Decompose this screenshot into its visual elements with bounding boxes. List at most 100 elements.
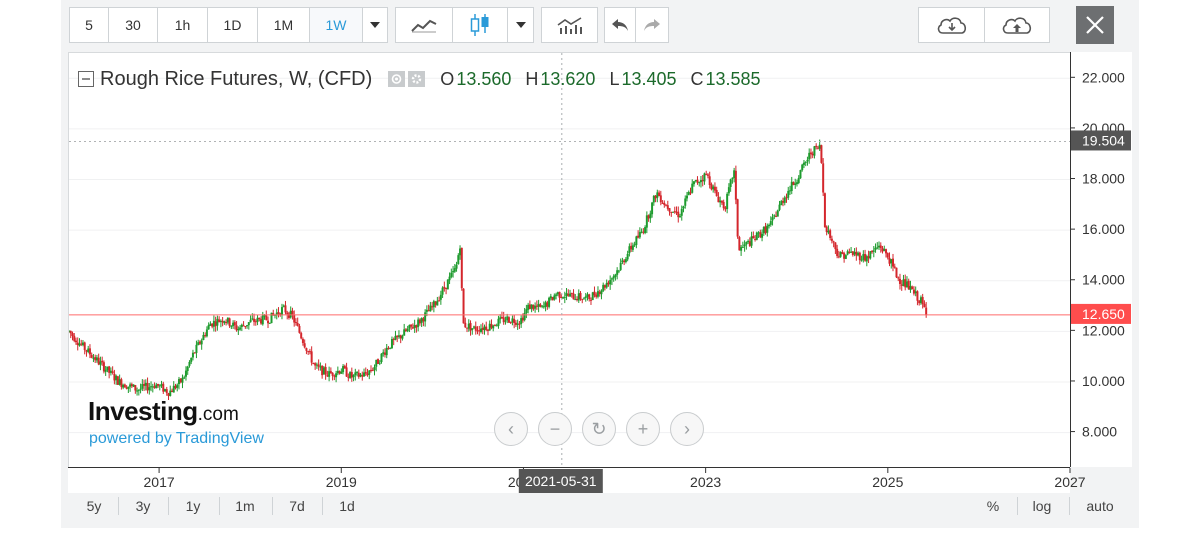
range-3y-button[interactable]: 3y xyxy=(127,494,159,518)
candle xyxy=(740,244,743,256)
time-tick-label: 2023 xyxy=(690,474,721,490)
range-7d-button[interactable]: 7d xyxy=(281,494,313,518)
range-1y-button[interactable]: 1y xyxy=(177,494,209,518)
candle xyxy=(387,346,390,350)
zoom-out-button[interactable]: − xyxy=(538,412,572,446)
interval-1m-button[interactable]: 1M xyxy=(257,7,310,43)
candle xyxy=(911,285,914,290)
collapse-legend-icon[interactable] xyxy=(78,71,94,87)
zoom-in-button[interactable]: + xyxy=(626,412,660,446)
candle xyxy=(640,228,643,234)
candlestick-button[interactable] xyxy=(452,7,508,43)
candle xyxy=(860,255,863,262)
candle xyxy=(736,198,739,239)
candle xyxy=(890,258,893,269)
range-divider xyxy=(219,497,220,515)
candle xyxy=(839,251,842,258)
range-divider xyxy=(272,497,273,515)
candle xyxy=(464,317,467,329)
candle xyxy=(122,383,125,390)
candle xyxy=(808,148,811,164)
logo-brand: Investing xyxy=(88,396,198,426)
candle xyxy=(235,321,238,332)
candle xyxy=(762,226,765,236)
line-chart-button[interactable] xyxy=(395,7,453,43)
interval-5-button[interactable]: 5 xyxy=(69,7,109,43)
chart-type-dropdown-button[interactable] xyxy=(507,7,534,43)
chart-plot-area[interactable] xyxy=(68,52,1070,467)
candle xyxy=(150,381,153,392)
price-axis[interactable]: 22.000 20.000 18.000 16.000 14.000 12.000 10.0… xyxy=(1070,52,1132,467)
candle xyxy=(356,371,359,377)
candle xyxy=(900,280,903,291)
candle xyxy=(703,172,706,185)
cloud-download-button[interactable] xyxy=(918,7,985,43)
candle xyxy=(338,370,341,375)
candle xyxy=(151,383,154,393)
candle xyxy=(322,365,325,375)
candle xyxy=(139,383,142,394)
candle xyxy=(514,320,517,327)
candle xyxy=(165,386,168,396)
candle xyxy=(289,306,292,319)
undo-button[interactable] xyxy=(604,7,636,43)
candle xyxy=(773,214,776,220)
candle xyxy=(698,181,701,187)
candle xyxy=(383,348,386,358)
candle xyxy=(439,290,442,305)
candle xyxy=(492,324,495,332)
visibility-settings-icon[interactable] xyxy=(388,70,426,88)
candle xyxy=(441,286,444,298)
dropdown-caret-icon xyxy=(370,22,380,28)
candle xyxy=(883,245,886,252)
redo-button[interactable] xyxy=(635,7,669,43)
candle xyxy=(401,334,404,341)
candle xyxy=(680,205,683,221)
close-button[interactable] xyxy=(1076,6,1114,44)
range-1m-button[interactable]: 1m xyxy=(228,494,262,518)
percent-scale-button[interactable]: % xyxy=(978,494,1008,518)
svg-text:12.650: 12.650 xyxy=(1082,306,1125,322)
candle xyxy=(527,302,530,314)
candle xyxy=(912,286,915,296)
candle xyxy=(125,385,128,390)
candle xyxy=(745,241,748,250)
candle xyxy=(851,251,854,257)
candle xyxy=(525,304,528,319)
interval-dropdown-button[interactable] xyxy=(362,7,388,43)
candle xyxy=(392,337,395,346)
log-scale-button[interactable]: log xyxy=(1026,494,1058,518)
candle xyxy=(69,330,70,333)
candle xyxy=(696,176,699,185)
candle xyxy=(450,268,453,279)
interval-1h-button[interactable]: 1h xyxy=(157,7,208,43)
candle xyxy=(296,317,299,327)
time-axis[interactable]: 2017201920212023202520272021-05-31 xyxy=(68,467,1086,493)
range-5y-button[interactable]: 5y xyxy=(78,494,110,518)
candle xyxy=(237,326,240,335)
candle xyxy=(230,325,233,330)
time-tick-label: 2027 xyxy=(1054,474,1085,490)
candle xyxy=(443,281,446,292)
candle xyxy=(361,371,364,381)
candle xyxy=(904,274,907,291)
interval-1d-button[interactable]: 1D xyxy=(207,7,258,43)
reset-chart-button[interactable]: ↻ xyxy=(582,412,616,446)
cloud-upload-icon xyxy=(1002,17,1032,34)
interval-1w-button[interactable]: 1W xyxy=(309,7,363,43)
candle xyxy=(783,195,786,206)
candle xyxy=(431,302,434,311)
auto-scale-button[interactable]: auto xyxy=(1078,494,1122,518)
range-1d-button[interactable]: 1d xyxy=(331,494,363,518)
candle xyxy=(612,274,615,282)
candle xyxy=(775,211,778,218)
scroll-left-button[interactable]: ‹ xyxy=(494,412,528,446)
undo-icon xyxy=(612,19,628,31)
scroll-right-button[interactable]: › xyxy=(670,412,704,446)
candle xyxy=(647,214,650,222)
indicators-button[interactable] xyxy=(541,7,598,43)
interval-30-button[interactable]: 30 xyxy=(108,7,158,43)
range-divider xyxy=(168,497,169,515)
candle xyxy=(256,314,259,326)
cloud-upload-button[interactable] xyxy=(984,7,1050,43)
